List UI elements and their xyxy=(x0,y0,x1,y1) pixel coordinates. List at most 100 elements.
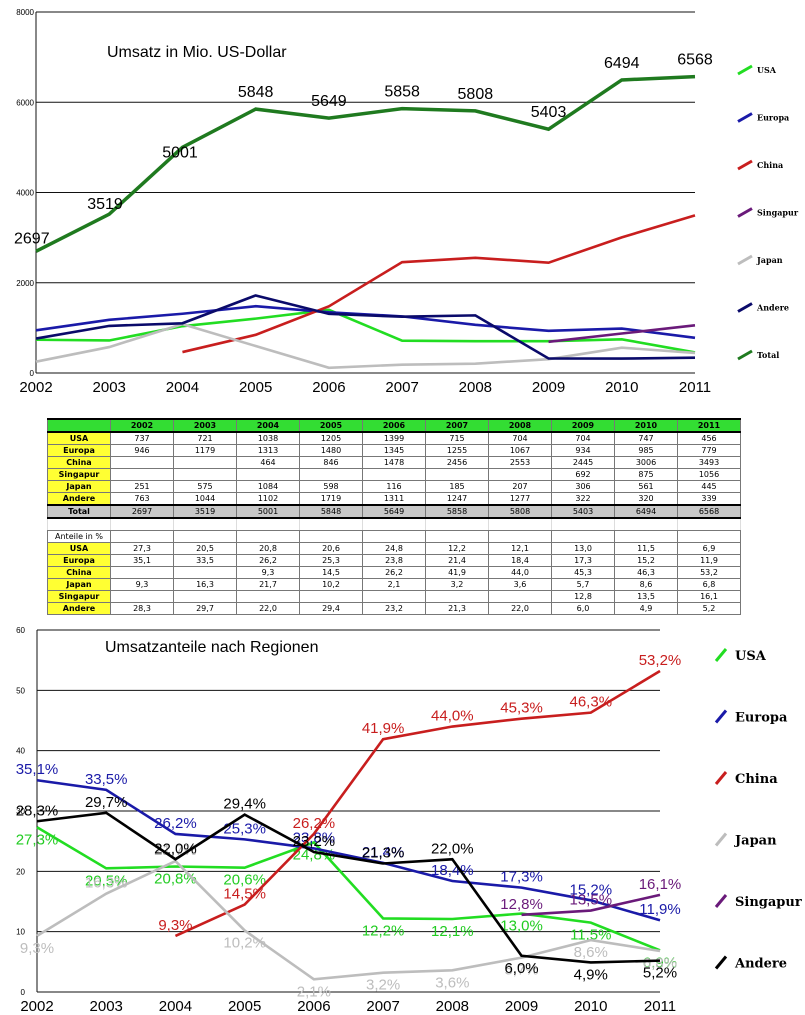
x-tick-label: 2009 xyxy=(532,379,565,396)
table-cell: 1255 xyxy=(425,444,489,457)
table-cell: 704 xyxy=(488,431,552,445)
table-cell: 3,2 xyxy=(425,578,489,591)
table-cell: 747 xyxy=(614,431,678,445)
table-cell xyxy=(110,517,174,531)
row-label: Andere xyxy=(47,492,111,506)
table-cell xyxy=(551,517,615,531)
table-cell: 2456 xyxy=(425,456,489,469)
table-cell: 21,4 xyxy=(425,554,489,567)
table-cell: 20,6 xyxy=(299,542,363,555)
table-cell: 29,7 xyxy=(173,602,237,615)
x-tick-label: 2011 xyxy=(679,379,711,396)
table-cell: 5858 xyxy=(425,504,489,519)
table-cell xyxy=(677,530,741,543)
series-line-andere xyxy=(35,294,696,360)
series-line-singapur xyxy=(548,324,696,344)
table-cell: 23,2 xyxy=(362,602,426,615)
table-cell xyxy=(47,517,111,531)
table-cell xyxy=(425,590,489,603)
table-cell: 12,1 xyxy=(488,542,552,555)
y-tick-label: 6000 xyxy=(16,98,34,107)
series-line-andere xyxy=(36,811,661,964)
table-cell: 5,2 xyxy=(677,602,741,615)
table-cell: 1044 xyxy=(173,492,237,506)
table-cell: 934 xyxy=(551,444,615,457)
data-label: 4,9% xyxy=(574,966,608,983)
table-cell: 8,6 xyxy=(614,578,678,591)
table-cell: 44,0 xyxy=(488,566,552,579)
legend-swatch xyxy=(737,349,753,361)
legend-label: Total xyxy=(757,350,779,360)
table-cell: 1313 xyxy=(236,444,300,457)
legend-swatch xyxy=(714,771,728,785)
data-label: 21,7% xyxy=(154,842,197,859)
data-label: 18,4% xyxy=(431,862,474,879)
table-cell: 16,3 xyxy=(173,578,237,591)
table-shares-title-row: Anteile in % xyxy=(47,530,741,543)
legend-label: Europa xyxy=(757,113,789,123)
row-label: China xyxy=(47,566,111,579)
data-label: 44,0% xyxy=(431,708,474,725)
legend-swatch xyxy=(737,207,753,218)
row-label: USA xyxy=(47,431,111,445)
table-cell: 575 xyxy=(173,480,237,493)
legend-label: Japan xyxy=(756,255,783,265)
legend-swatch xyxy=(737,254,753,266)
series-line-china xyxy=(182,214,696,354)
table-cell: 464 xyxy=(236,456,300,469)
table-cell: 846 xyxy=(299,456,363,469)
data-label: 13,5% xyxy=(570,892,613,909)
table-cell: 3519 xyxy=(173,504,237,519)
table-header-cell: 2008 xyxy=(488,418,552,433)
table-cell: 25,3 xyxy=(299,554,363,567)
legend-label: Japan xyxy=(734,834,777,849)
table-cell: 12,8 xyxy=(551,590,615,603)
data-label: 16,3% xyxy=(85,875,128,892)
table-cell: 1480 xyxy=(299,444,363,457)
table-share-row: China 9,3 14,5 26,2 41,9 44,0 45,3 46,3 53,2 xyxy=(47,566,741,579)
x-tick-label: 2003 xyxy=(93,379,126,396)
table-header-cell: 2006 xyxy=(362,418,426,433)
table-row: China 464 846 1478 2456 2553 2445 3006 3493 xyxy=(47,456,741,469)
table-cell xyxy=(488,468,552,481)
table-cell: 21,7 xyxy=(236,578,300,591)
table-cell: 721 xyxy=(173,431,237,445)
table-total-row: Total 2697 3519 5001 5848 5649 5858 5808 5403 649… xyxy=(47,504,741,519)
series-line-usa xyxy=(35,308,696,354)
table-cell: 5,7 xyxy=(551,578,615,591)
umsatz-chart: 0 2000 4000 6000 8000 2002 2003 2004 2005 2006 200… xyxy=(14,8,799,396)
x-tick-label: 2006 xyxy=(297,998,330,1015)
table-cell: 598 xyxy=(299,480,363,493)
data-table: 2002 2003 2004 2005 2006 2007 2008 2009 2010 2011… xyxy=(47,418,741,615)
data-label: 26,2% xyxy=(154,815,197,832)
row-label: China xyxy=(47,456,111,469)
data-label: 5858 xyxy=(384,84,420,101)
table-cell xyxy=(236,590,300,603)
table-cell: 17,3 xyxy=(551,554,615,567)
series-line-europa xyxy=(36,778,661,922)
table-cell: 13,0 xyxy=(551,542,615,555)
table-cell: 1102 xyxy=(236,492,300,506)
chart-title: Umsatzanteile nach Regionen xyxy=(105,639,318,656)
table-cell: 23,8 xyxy=(362,554,426,567)
table-cell: 1084 xyxy=(236,480,300,493)
table-cell xyxy=(425,530,489,543)
row-label: Japan xyxy=(47,578,111,591)
data-label: 10,2% xyxy=(223,934,266,951)
table-cell: 251 xyxy=(110,480,174,493)
table-cell xyxy=(362,590,426,603)
table-cell xyxy=(173,517,237,531)
legend-swatch xyxy=(737,302,753,313)
data-label: 8,6% xyxy=(574,944,608,961)
table-cell: 13,5 xyxy=(614,590,678,603)
table-cell xyxy=(110,590,174,603)
x-tick-label: 2010 xyxy=(605,379,638,396)
table-cell: 53,2 xyxy=(677,566,741,579)
data-label: 3519 xyxy=(87,196,123,213)
chart-title: Umsatz in Mio. US-Dollar xyxy=(107,44,287,61)
series-line-japan xyxy=(35,322,696,370)
table-cell: 21,3 xyxy=(425,602,489,615)
x-tick-label: 2008 xyxy=(436,998,469,1015)
y-tick-label: 0 xyxy=(30,369,35,378)
x-tick-label: 2011 xyxy=(644,998,676,1015)
